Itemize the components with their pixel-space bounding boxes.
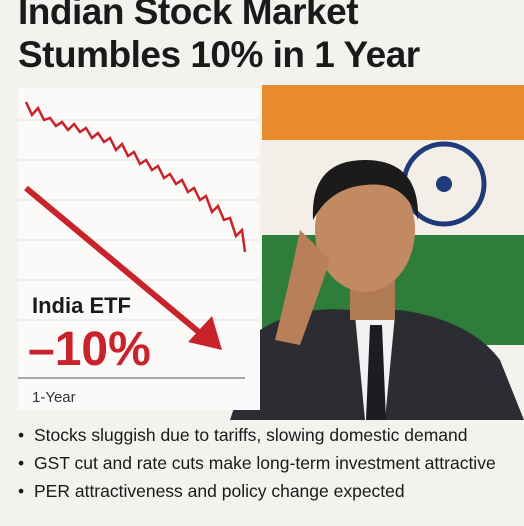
hand xyxy=(275,230,330,345)
bullet: PER attractiveness and policy change exp… xyxy=(18,480,504,502)
title-line: Stumbles 10% in 1 Year xyxy=(18,34,420,75)
arrow-shaft xyxy=(24,185,208,341)
chart-panel xyxy=(18,88,260,410)
illustration: India ETF –10% 1-Year xyxy=(18,85,524,420)
bullet: Stocks sluggish due to tariffs, slowing … xyxy=(18,424,504,446)
bullet: GST cut and rate cuts make long-term inv… xyxy=(18,452,504,474)
tie xyxy=(366,325,386,420)
hair xyxy=(312,160,419,220)
etf-change: –10% xyxy=(28,323,151,376)
chakra-hub xyxy=(436,176,452,192)
face xyxy=(315,168,415,292)
etf-label: India ETF xyxy=(32,293,131,318)
trend-line xyxy=(24,101,247,253)
period-label: 1-Year xyxy=(32,389,76,406)
arrow-head xyxy=(188,316,222,350)
bullet-list: Stocks sluggish due to tariffs, slowing … xyxy=(0,424,504,508)
title-line: Indian Stock Market xyxy=(18,0,359,32)
flag-saffron xyxy=(262,85,524,140)
